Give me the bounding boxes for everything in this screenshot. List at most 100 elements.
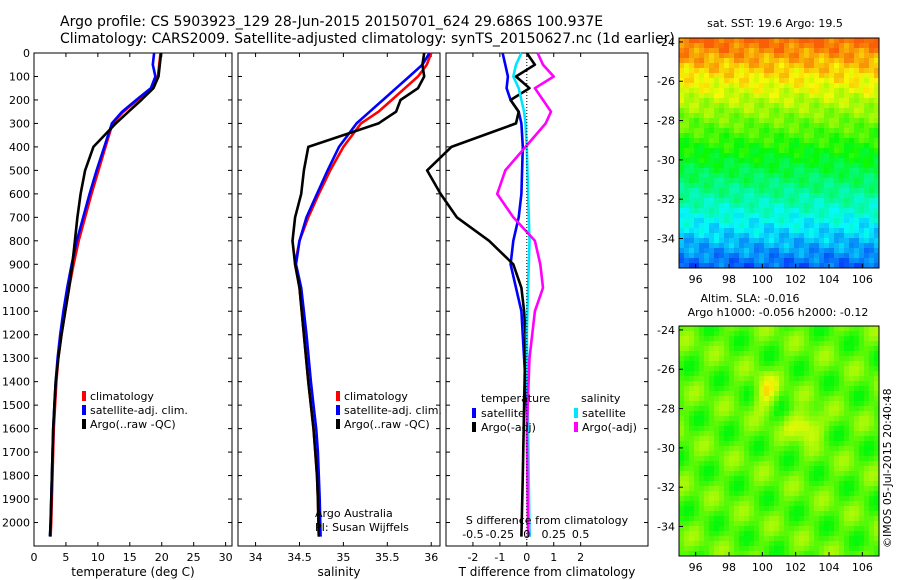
map-cell: [729, 238, 735, 244]
map-cell: [764, 441, 770, 447]
map-cell: [829, 376, 835, 382]
map-cell: [684, 551, 690, 556]
map-cell: [834, 103, 840, 109]
map-cell: [724, 411, 730, 417]
map-cell: [864, 436, 870, 442]
map-cell: [789, 218, 795, 224]
map-cell: [744, 351, 750, 357]
map-cell: [709, 496, 715, 502]
map-cell: [709, 213, 715, 219]
map-cell: [724, 451, 730, 457]
map-cell: [694, 491, 700, 497]
map-cell: [789, 431, 795, 437]
map-cell: [784, 371, 790, 377]
map-cell: [684, 248, 690, 254]
map-cell: [854, 183, 860, 189]
map-cell: [824, 103, 830, 109]
map-cell: [784, 491, 790, 497]
map-cell: [724, 551, 730, 556]
map-cell: [679, 431, 685, 437]
map-cell: [704, 218, 710, 224]
map-cell: [824, 376, 830, 382]
map-cell: [679, 531, 685, 537]
map-cell: [729, 376, 735, 382]
map-cell: [749, 536, 755, 542]
map-cell: [824, 238, 830, 244]
map-cell: [724, 511, 730, 517]
map-cell: [744, 128, 750, 134]
map-cell: [749, 118, 755, 124]
map-cell: [694, 53, 700, 59]
map-cell: [869, 98, 875, 104]
map-cell: [869, 43, 875, 49]
map-cell: [764, 466, 770, 472]
map-cell: [824, 346, 830, 352]
map-cell: [794, 506, 800, 512]
map-cell: [859, 133, 865, 139]
map-cell: [704, 63, 710, 69]
map-cell: [784, 158, 790, 164]
map-cell: [859, 521, 865, 527]
map-cell: [724, 168, 730, 174]
map-cell: [799, 38, 805, 44]
map-cell: [684, 113, 690, 119]
map-cell: [774, 551, 780, 556]
map-cell: [749, 526, 755, 532]
map-cell: [689, 486, 695, 492]
map-x-tick-label: 104: [819, 561, 840, 574]
map-cell: [749, 391, 755, 397]
map-cell: [869, 78, 875, 84]
map-cell: [819, 133, 825, 139]
map-cell: [839, 118, 845, 124]
map-cell: [794, 401, 800, 407]
map-cell: [849, 401, 855, 407]
map-cell: [874, 421, 879, 427]
map-cell: [864, 341, 870, 347]
map-cell: [874, 451, 879, 457]
map-cell: [829, 208, 835, 214]
map-cell: [804, 461, 810, 467]
map-cell: [814, 83, 820, 89]
map-cell: [819, 381, 825, 387]
map-cell: [729, 531, 735, 537]
map-cell: [694, 73, 700, 79]
y-tick-label: 1800: [2, 470, 30, 483]
map-cell: [739, 73, 745, 79]
map-cell: [844, 58, 850, 64]
map-cell: [734, 258, 740, 264]
map-cell: [714, 371, 720, 377]
map-cell: [864, 108, 870, 114]
map-cell: [849, 371, 855, 377]
map-cell: [789, 486, 795, 492]
map-cell: [874, 361, 879, 367]
map-cell: [734, 238, 740, 244]
map-cell: [829, 133, 835, 139]
map-cell: [779, 476, 785, 482]
map-cell: [744, 436, 750, 442]
map-cell: [769, 536, 775, 542]
map-cell: [814, 401, 820, 407]
map-cell: [819, 43, 825, 49]
map-cell: [744, 148, 750, 154]
map-cell: [839, 113, 845, 119]
map-cell: [859, 376, 865, 382]
legend-swatch: [472, 422, 476, 432]
map-cell: [679, 471, 685, 477]
map-cell: [839, 381, 845, 387]
map-cell: [789, 98, 795, 104]
map-cell: [724, 491, 730, 497]
map-cell: [849, 98, 855, 104]
map-cell: [704, 133, 710, 139]
map-cell: [714, 78, 720, 84]
map-cell: [774, 198, 780, 204]
map-cell: [719, 401, 725, 407]
map-cell: [814, 531, 820, 537]
map-cell: [859, 173, 865, 179]
map-cell: [699, 253, 705, 259]
map-cell: [739, 228, 745, 234]
map-cell: [839, 441, 845, 447]
map-cell: [679, 83, 685, 89]
map-cell: [689, 203, 695, 209]
map-cell: [729, 441, 735, 447]
map-cell: [859, 83, 865, 89]
